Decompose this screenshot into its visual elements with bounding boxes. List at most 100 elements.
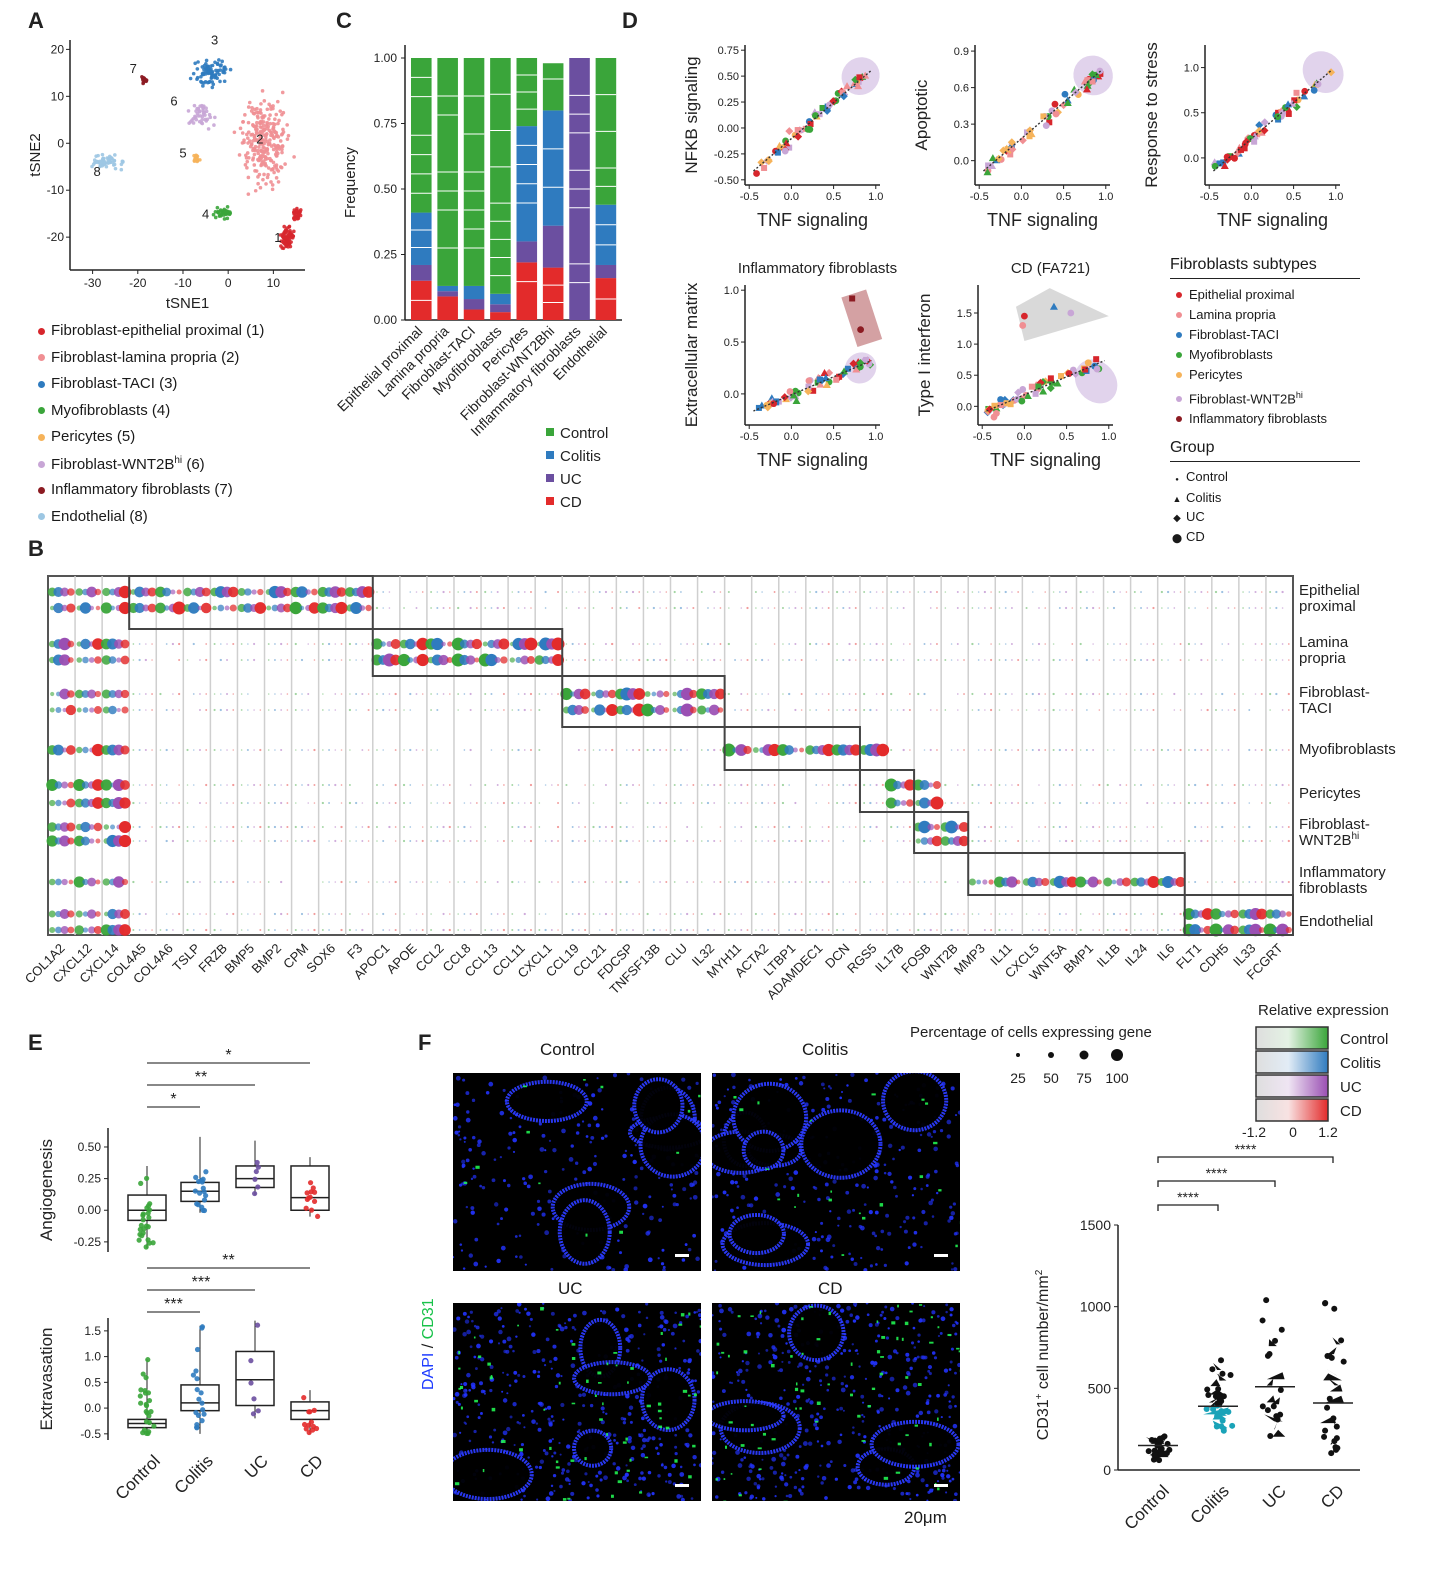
expression-dot — [1161, 607, 1163, 609]
nucleus — [907, 1246, 911, 1250]
expression-dot — [713, 912, 716, 916]
expression-dot — [673, 606, 676, 610]
expression-dot — [89, 707, 95, 713]
expression-dot — [403, 607, 405, 609]
row-label: Lamina — [1299, 634, 1349, 651]
expression-dot — [100, 779, 112, 791]
cell-point — [280, 147, 284, 152]
nucleus — [589, 1140, 593, 1144]
expression-dot — [800, 709, 803, 711]
expression-dot — [1038, 913, 1040, 915]
expression-dot — [958, 835, 970, 847]
expression-dot — [1179, 929, 1182, 931]
expression-dot — [415, 881, 418, 883]
legend-label: Fibroblast-TACI (3) — [51, 375, 178, 392]
expression-dot — [367, 913, 370, 915]
y-tick-label: 0.5 — [1184, 108, 1199, 120]
expression-dot — [1052, 929, 1055, 931]
expression-dot — [155, 586, 166, 598]
x-axis-label: TNF signaling — [990, 450, 1101, 470]
expression-dot — [746, 784, 749, 786]
expression-dot — [544, 590, 547, 594]
data-point — [1028, 383, 1035, 390]
expression-dot — [1152, 748, 1155, 752]
expression-dot — [267, 825, 270, 829]
expression-dot — [956, 881, 959, 883]
expression-dot — [571, 642, 574, 646]
x-tick-label: 1.0 — [1328, 191, 1343, 203]
nucleus — [626, 1479, 629, 1483]
data-point — [1151, 1451, 1158, 1458]
cell-point — [203, 117, 207, 122]
cd31-signal — [657, 1402, 662, 1406]
size-legend-label: 50 — [1043, 1070, 1059, 1086]
expression-dot — [836, 709, 838, 711]
cell-point — [281, 130, 286, 134]
cell-point — [262, 172, 266, 177]
expression-dot — [821, 913, 824, 915]
nucleus — [515, 1335, 518, 1338]
nucleus — [453, 1255, 455, 1259]
x-tick-label: -10 — [174, 276, 192, 290]
data-point — [1204, 1386, 1211, 1393]
expression-dot — [875, 607, 878, 609]
expression-dot — [1190, 909, 1200, 919]
expression-dot — [663, 707, 670, 713]
expression-dot — [700, 826, 703, 828]
expression-dot — [557, 784, 559, 786]
expression-dot — [286, 659, 289, 661]
cd31-signal — [757, 1101, 760, 1105]
data-point — [804, 387, 813, 396]
data-point — [190, 1372, 196, 1378]
nucleus — [454, 1355, 459, 1360]
expression-dot — [619, 839, 622, 843]
expression-dot — [274, 929, 276, 931]
expression-dot — [673, 784, 676, 786]
nucleus — [453, 1116, 458, 1121]
data-point — [137, 1226, 143, 1233]
expression-dot — [305, 589, 311, 595]
data-point — [1266, 1372, 1285, 1380]
expression-dot — [923, 591, 926, 593]
expression-dot — [67, 926, 75, 934]
nucleus — [643, 1333, 646, 1336]
expression-dot — [936, 643, 938, 645]
data-point — [1272, 1429, 1286, 1437]
nucleus — [696, 1390, 701, 1394]
nucleus — [595, 1474, 599, 1478]
expression-dot — [55, 878, 62, 886]
expression-dot — [496, 840, 499, 842]
y-tick-label: -0.25 — [74, 1235, 102, 1249]
data-point — [1260, 118, 1269, 127]
legend-label: Control — [1186, 469, 1228, 485]
data-point — [1008, 145, 1017, 154]
expression-dot — [530, 607, 532, 609]
cell-point — [275, 167, 279, 172]
expression-dot — [220, 784, 222, 786]
expression-dot — [240, 749, 243, 751]
expression-dot — [956, 749, 959, 751]
expression-dot — [836, 929, 839, 931]
expression-dot — [394, 913, 397, 915]
nucleus — [496, 1258, 501, 1264]
cell-point — [249, 142, 254, 146]
expression-dot — [349, 693, 351, 695]
expression-dot — [1152, 802, 1155, 804]
data-point — [1264, 1407, 1271, 1414]
expression-dot — [755, 840, 757, 842]
cell-point — [246, 192, 251, 196]
expression-dot — [273, 802, 276, 804]
expression-dot — [79, 602, 92, 614]
expression-dot — [144, 658, 148, 662]
expression-dot — [1173, 607, 1176, 609]
expression-dot — [367, 693, 370, 695]
crypt — [799, 1108, 883, 1180]
data-point — [794, 127, 801, 134]
nucleus — [657, 1353, 661, 1357]
expression-dot — [1260, 607, 1263, 609]
expression-dot — [48, 910, 56, 918]
nucleus — [678, 1366, 682, 1370]
cell-point — [274, 130, 279, 135]
expression-dot — [619, 913, 622, 915]
expression-dot — [1134, 693, 1136, 695]
